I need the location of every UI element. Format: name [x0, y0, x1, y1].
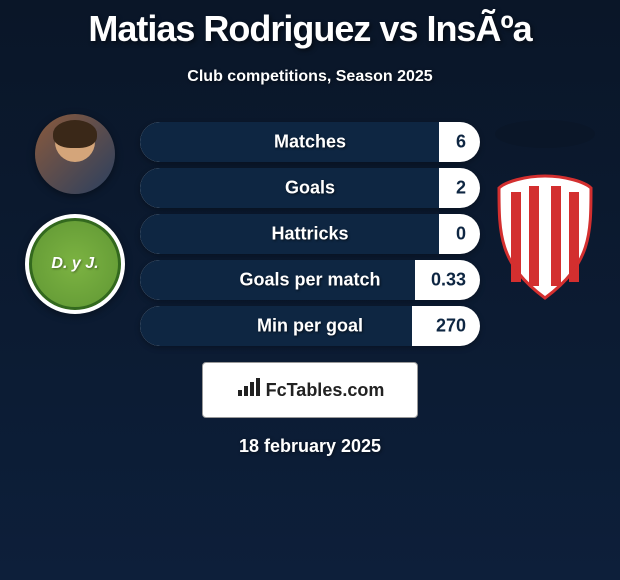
stat-value: 2: [456, 178, 466, 199]
stat-value: 270: [436, 316, 466, 337]
page-subtitle: Club competitions, Season 2025: [0, 50, 620, 86]
stat-value: 0: [456, 224, 466, 245]
stats-list: Matches 6 Goals 2 Hattricks 0 Goals per match 0…: [140, 114, 480, 346]
brand-logo: FcTables.com: [236, 376, 385, 404]
date-label: 18 february 2025: [0, 418, 620, 457]
stat-row: Min per goal 270: [140, 306, 480, 346]
chart-icon: [236, 376, 262, 404]
club-badge-right: [495, 174, 595, 300]
content-container: D. y J. Matches 6 Goals 2 Hattricks 0 Goals pe…: [0, 86, 620, 346]
stat-label: Goals per match: [239, 270, 380, 291]
stat-row: Goals 2: [140, 168, 480, 208]
stat-label: Min per goal: [257, 316, 363, 337]
left-avatar-column: D. y J.: [20, 114, 130, 314]
club-badge-left: D. y J.: [25, 214, 125, 314]
shield-icon: [495, 174, 595, 300]
brand-footer: FcTables.com: [202, 362, 418, 418]
stat-label: Goals: [285, 178, 335, 199]
right-avatar-column: [490, 114, 600, 300]
stat-row: Goals per match 0.33: [140, 260, 480, 300]
brand-text: FcTables.com: [266, 380, 385, 401]
stat-label: Hattricks: [271, 224, 348, 245]
stat-value: 0.33: [431, 270, 466, 291]
player-placeholder-right: [495, 120, 595, 148]
stat-row: Hattricks 0: [140, 214, 480, 254]
stat-row: Matches 6: [140, 122, 480, 162]
page-title: Matias Rodriguez vs InsÃºa: [0, 0, 620, 50]
stat-value: 6: [456, 132, 466, 153]
club-badge-left-text: D. y J.: [51, 255, 98, 273]
player-photo-left: [35, 114, 115, 194]
stat-label: Matches: [274, 132, 346, 153]
